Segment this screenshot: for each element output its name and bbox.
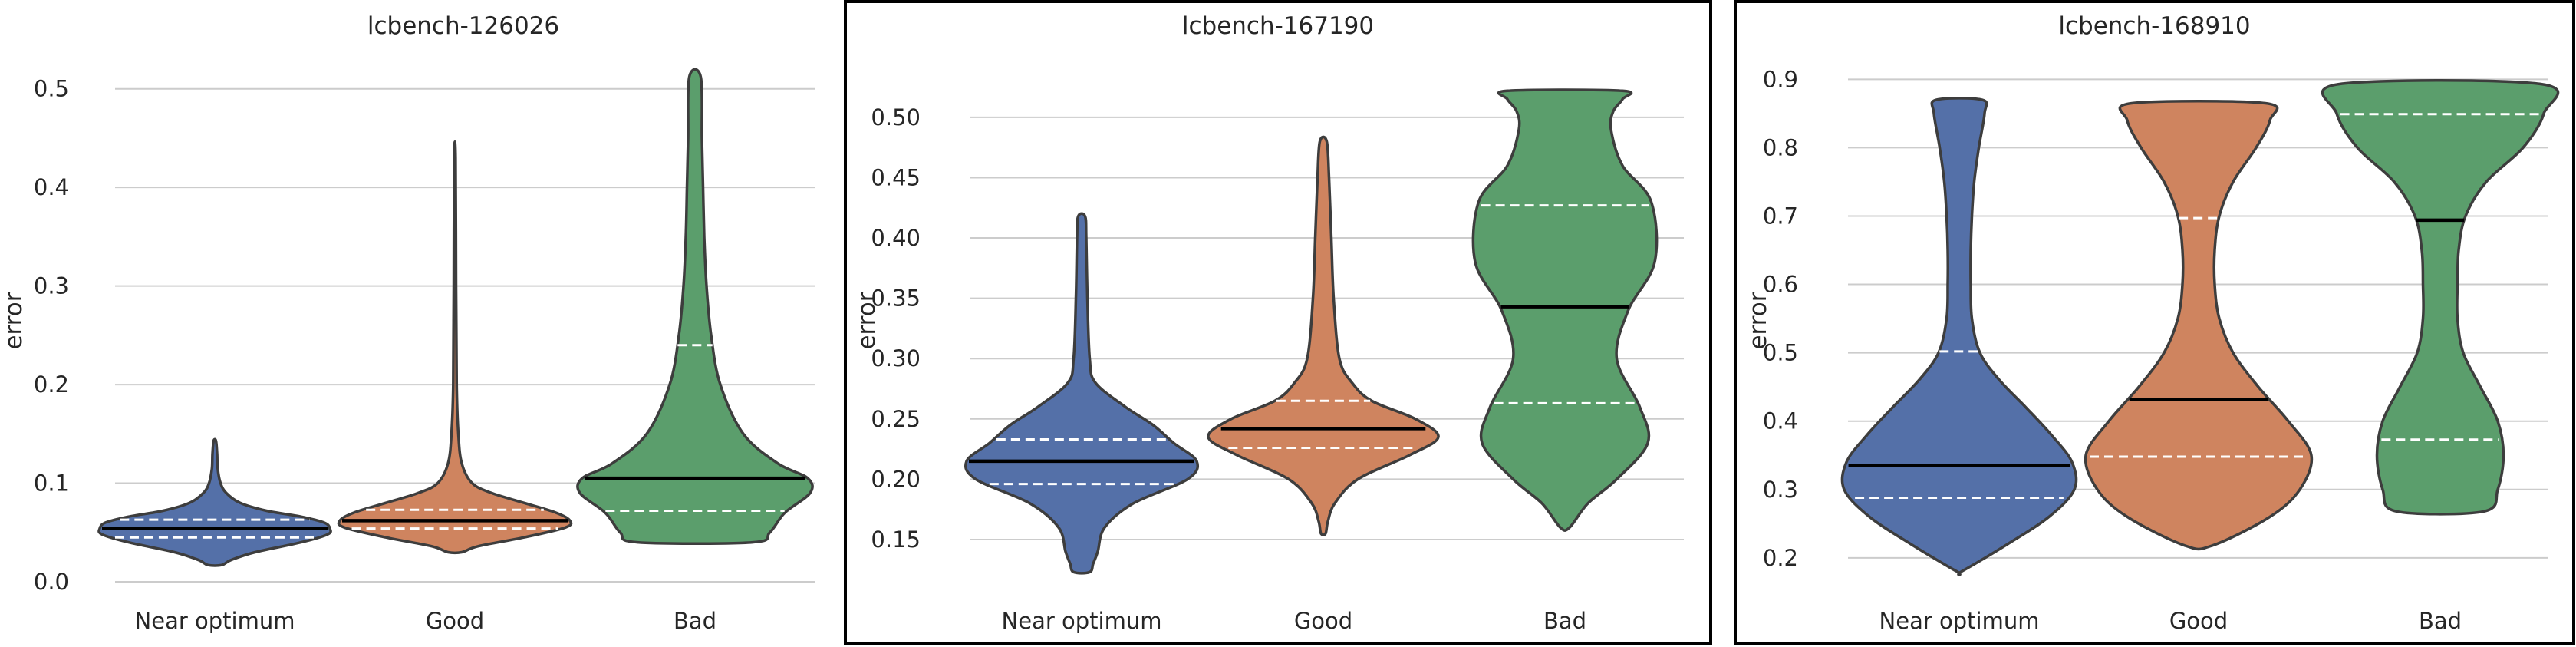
violin-good: [337, 140, 573, 555]
violin-bad: [576, 68, 814, 545]
y-tick-label: 0.25: [871, 406, 921, 432]
y-tick-label: 0.15: [871, 527, 921, 553]
violin-bad: [1471, 88, 1659, 532]
x-tick-label: Good: [2169, 608, 2228, 634]
chart-panel-1: 0.0 0.1 0.2 0.3 0.4 0.5 lcbench-126026 error Nea…: [0, 12, 815, 634]
violin-near-optimum: [97, 437, 332, 567]
chart-title: lcbench-126026: [367, 12, 559, 40]
chart-title: lcbench-168910: [2058, 12, 2250, 40]
x-tick-label: Bad: [2419, 608, 2462, 634]
violin-near-optimum: [1840, 97, 2078, 576]
x-tick-label: Bad: [674, 608, 716, 634]
y-axis-label: error: [0, 292, 28, 349]
chart-frame: [1734, 0, 2575, 645]
y-tick-label: 0.40: [871, 225, 921, 251]
y-tick-label: 0.0: [34, 569, 69, 595]
x-tick-label: Good: [426, 608, 484, 634]
x-tick-label: Near optimum: [1002, 608, 1162, 634]
y-tick-label: 0.3: [1763, 477, 1798, 503]
chart-frame: [844, 0, 1712, 645]
y-tick-label: 0.2: [34, 371, 69, 398]
violin-good: [2084, 99, 2314, 551]
violin-near-optimum: [964, 212, 1200, 575]
y-tick-label: 0.6: [1763, 272, 1798, 298]
y-axis-label: error: [853, 292, 881, 349]
y-tick-label: 0.3: [34, 273, 69, 299]
x-tick-label: Good: [1294, 608, 1352, 634]
y-tick-label: 0.50: [871, 104, 921, 130]
x-tick-label: Bad: [1543, 608, 1586, 634]
y-tick-label: 0.2: [1763, 545, 1798, 571]
violin-bad: [2321, 79, 2560, 516]
y-tick-label: 0.30: [871, 345, 921, 371]
y-tick-label: 0.4: [34, 174, 69, 200]
y-tick-label: 0.35: [871, 286, 921, 312]
y-tick-label: 0.9: [1763, 66, 1798, 92]
y-tick-label: 0.45: [871, 164, 921, 190]
x-tick-label: Near optimum: [135, 608, 295, 634]
y-tick-label: 0.8: [1763, 134, 1798, 160]
chart-panel-2: 0.15 0.20 0.25 0.30 0.35 0.40 0.45 0.50 lcbench-…: [844, 0, 1712, 645]
chart-panel-3: 0.2 0.3 0.4 0.5 0.6 0.7 0.8 0.9 lcbench-168910 er…: [1734, 0, 2575, 645]
y-tick-label: 0.5: [34, 76, 69, 102]
y-tick-label: 0.20: [871, 466, 921, 492]
y-tick-label: 0.1: [34, 470, 69, 497]
chart-title: lcbench-167190: [1182, 12, 1374, 40]
y-tick-label: 0.5: [1763, 340, 1798, 366]
y-axis-label: error: [1744, 292, 1772, 349]
violin-good: [1207, 135, 1440, 536]
x-tick-label: Near optimum: [1879, 608, 2040, 634]
y-tick-label: 0.7: [1763, 203, 1798, 229]
y-tick-label: 0.4: [1763, 408, 1798, 434]
